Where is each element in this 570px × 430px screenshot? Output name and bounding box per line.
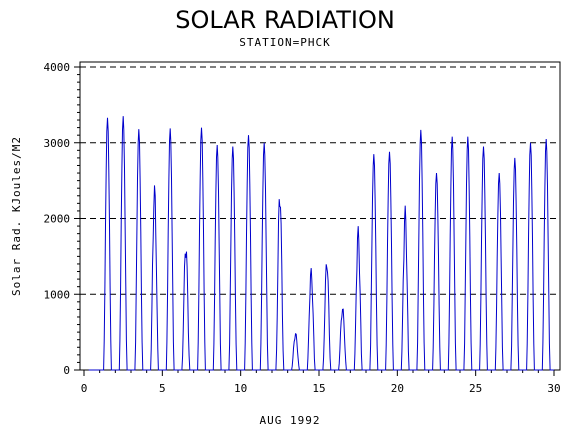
- x-tick-label: 0: [81, 382, 88, 395]
- x-tick-label: 30: [547, 382, 560, 395]
- x-tick-label: 10: [234, 382, 247, 395]
- y-tick-label: 1000: [44, 288, 71, 301]
- y-tick-label: 3000: [44, 137, 71, 150]
- x-axis: 0 5 10 15 20 25 30: [81, 370, 561, 395]
- y-tick-label: 2000: [44, 213, 71, 226]
- y-tick-label: 0: [63, 364, 70, 377]
- series-group: [88, 116, 554, 371]
- y-axis-label: Solar Rad. KJoules/M2: [10, 136, 23, 296]
- series-line: [88, 116, 554, 371]
- y-tick-label: 4000: [44, 61, 71, 74]
- x-tick-label: 5: [159, 382, 166, 395]
- chart-subtitle: STATION=PHCK: [239, 36, 331, 49]
- x-tick-label: 20: [391, 382, 404, 395]
- x-tick-label: 25: [469, 382, 482, 395]
- grid-lines: [80, 66, 560, 295]
- x-tick-label: 15: [312, 382, 325, 395]
- x-axis-label: AUG 1992: [260, 414, 321, 427]
- chart-title: SOLAR RADIATION: [175, 6, 395, 34]
- y-axis: 0 1000 2000 3000 4000: [44, 61, 80, 377]
